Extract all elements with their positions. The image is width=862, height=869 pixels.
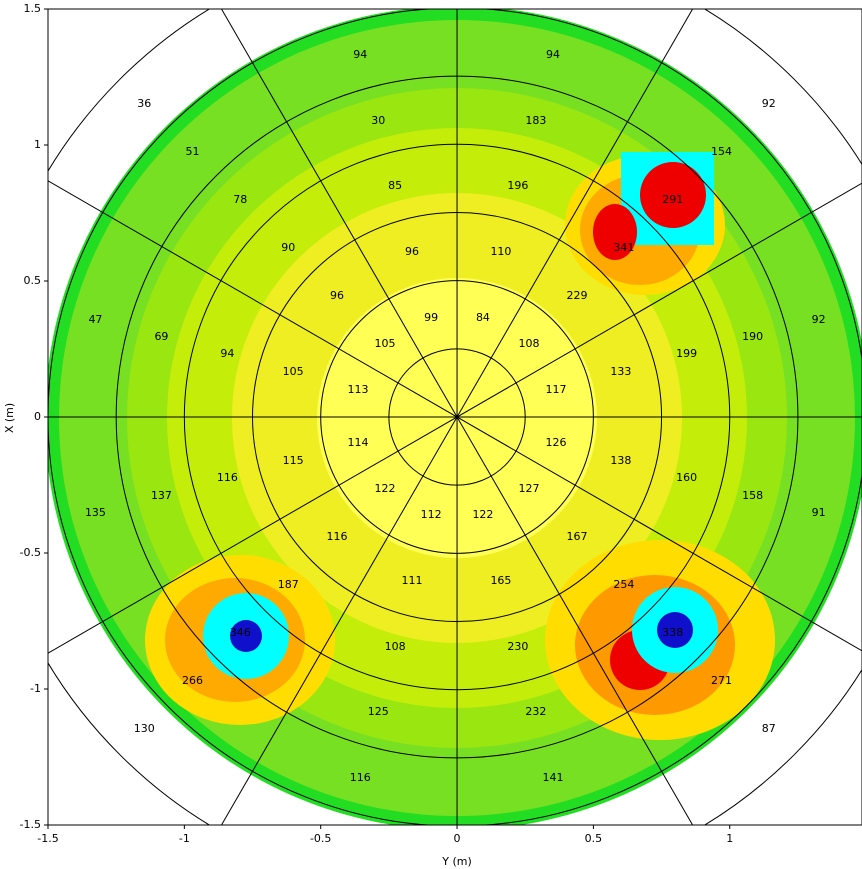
value-label: 96 <box>405 245 419 258</box>
x-tick-label: -1 <box>179 832 190 845</box>
value-label: 116 <box>327 530 348 543</box>
value-label: 160 <box>676 471 697 484</box>
value-label: 78 <box>233 193 247 206</box>
value-label: 341 <box>613 241 634 254</box>
y-tick-label: -1 <box>30 682 41 695</box>
x-tick-label: 0 <box>454 832 461 845</box>
value-label: 117 <box>546 383 567 396</box>
x-tick-label: -0.5 <box>310 832 331 845</box>
value-label: 232 <box>525 705 546 718</box>
value-label: 122 <box>375 482 396 495</box>
value-label: 94 <box>353 48 367 61</box>
value-label: 346 <box>230 626 251 639</box>
value-label: 135 <box>85 506 106 519</box>
value-label: 92 <box>762 97 776 110</box>
value-label: 254 <box>613 578 634 591</box>
value-label: 127 <box>519 482 540 495</box>
y-tick-label: 1 <box>34 138 41 151</box>
value-label: 141 <box>543 771 564 784</box>
value-label: 108 <box>519 337 540 350</box>
value-label: 115 <box>283 454 304 467</box>
value-label: 230 <box>507 640 528 653</box>
value-label: 183 <box>525 114 546 127</box>
value-label: 108 <box>385 640 406 653</box>
value-label: 111 <box>402 574 423 587</box>
value-label: 130 <box>134 722 155 735</box>
value-label: 85 <box>388 179 402 192</box>
y-tick-label: 0 <box>34 410 41 423</box>
value-label: 338 <box>662 626 683 639</box>
value-label: 187 <box>278 578 299 591</box>
value-label: 90 <box>281 241 295 254</box>
value-label: 271 <box>711 674 732 687</box>
x-tick-label: 0.5 <box>585 832 603 845</box>
value-label: 199 <box>676 347 697 360</box>
value-label: 47 <box>88 313 102 326</box>
value-label: 291 <box>662 193 683 206</box>
value-label: 229 <box>567 289 588 302</box>
value-label: 266 <box>182 674 203 687</box>
value-label: 92 <box>812 313 826 326</box>
value-label: 105 <box>283 365 304 378</box>
x-axis-title: Y (m) <box>441 855 472 868</box>
value-label: 87 <box>762 722 776 735</box>
value-label: 137 <box>151 489 172 502</box>
value-label: 91 <box>812 506 826 519</box>
value-label: 122 <box>472 508 493 521</box>
value-label: 105 <box>375 337 396 350</box>
value-label: 112 <box>421 508 442 521</box>
y-tick-label: 0.5 <box>24 274 42 287</box>
value-label: 36 <box>137 97 151 110</box>
y-tick-label: -1.5 <box>20 818 41 831</box>
x-tick-label: -1.5 <box>37 832 58 845</box>
value-label: 96 <box>330 289 344 302</box>
value-label: 138 <box>610 454 631 467</box>
grid-spoke <box>48 180 862 652</box>
y-axis-title: X (m) <box>3 403 16 433</box>
value-label: 99 <box>424 311 438 324</box>
value-label: 165 <box>490 574 511 587</box>
value-label: 154 <box>711 145 732 158</box>
value-label: 51 <box>186 145 200 158</box>
x-tick-label: 1 <box>726 832 733 845</box>
value-label: 69 <box>154 330 168 343</box>
value-label: 167 <box>567 530 588 543</box>
value-label: 94 <box>546 48 560 61</box>
value-label: 114 <box>348 436 369 449</box>
value-label: 113 <box>348 383 369 396</box>
value-label: 116 <box>217 471 238 484</box>
value-label: 30 <box>371 114 385 127</box>
value-label: 126 <box>546 436 567 449</box>
value-label: 196 <box>507 179 528 192</box>
value-label: 110 <box>490 245 511 258</box>
value-label: 133 <box>610 365 631 378</box>
y-tick-label: -0.5 <box>20 546 41 559</box>
value-label: 94 <box>220 347 234 360</box>
y-tick-label: 1.5 <box>24 2 42 15</box>
value-label: 116 <box>350 771 371 784</box>
value-label: 158 <box>742 489 763 502</box>
value-label: 84 <box>476 311 490 324</box>
value-label: 190 <box>742 330 763 343</box>
value-label: 125 <box>368 705 389 718</box>
